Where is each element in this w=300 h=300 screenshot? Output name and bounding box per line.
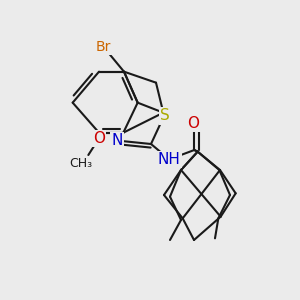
Text: O: O <box>187 116 199 131</box>
Text: O: O <box>93 131 105 146</box>
Text: N: N <box>112 133 123 148</box>
Text: S: S <box>160 109 170 124</box>
Text: Br: Br <box>96 40 111 54</box>
Text: NH: NH <box>158 152 181 167</box>
Text: CH₃: CH₃ <box>69 157 92 170</box>
